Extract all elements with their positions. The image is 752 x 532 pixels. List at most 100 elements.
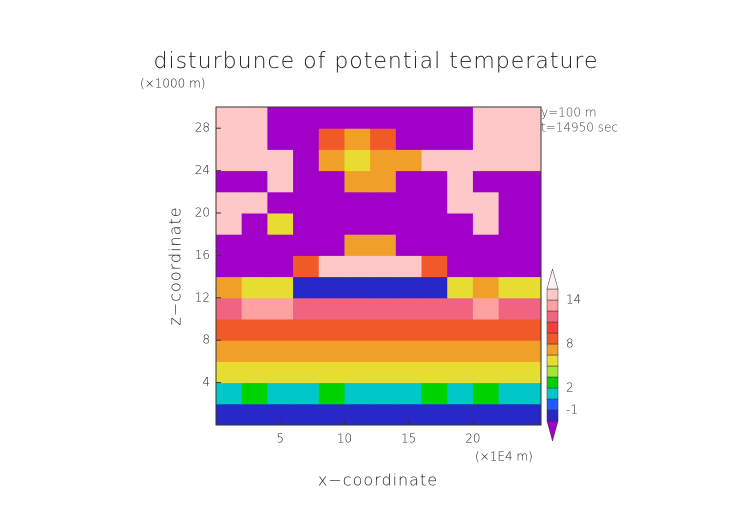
contour-cell — [267, 170, 294, 193]
y-tick-label: 16 — [195, 248, 210, 262]
contour-cell — [293, 213, 320, 235]
contour-cell — [370, 361, 397, 384]
contour-cell — [241, 107, 268, 129]
contour-cell — [498, 234, 542, 256]
contour-cell — [344, 382, 371, 405]
contour-cell — [216, 255, 243, 278]
contour-cell — [216, 382, 243, 405]
plot-frame — [215, 106, 542, 426]
contour-cell — [421, 107, 448, 129]
contour-cell — [216, 361, 243, 384]
contour-cell — [498, 382, 542, 405]
contour-cell — [498, 319, 542, 341]
colorbar-swatch — [546, 376, 559, 389]
contour-cell — [370, 340, 397, 362]
colorbar-swatch — [546, 420, 559, 442]
contour-cell — [421, 149, 448, 172]
contour-cell — [241, 170, 268, 193]
contour-cell — [370, 382, 397, 405]
contour-cell — [421, 297, 448, 320]
contour-cell — [421, 191, 448, 214]
colorbar-label: -1 — [566, 403, 578, 417]
contour-cell — [318, 255, 345, 278]
contour-cell — [498, 107, 542, 129]
contour-cell — [498, 340, 542, 362]
contour-cell — [318, 128, 345, 150]
contour-cell — [395, 319, 423, 341]
colorbar-swatch — [546, 268, 559, 290]
contour-cell — [216, 297, 243, 320]
contour-cell — [395, 382, 423, 405]
contour-cell — [395, 276, 423, 299]
contour-cell — [216, 234, 243, 256]
contour-cell — [267, 382, 294, 405]
y-tick-label: 8 — [202, 333, 210, 347]
contour-cell — [370, 191, 397, 214]
contour-cell — [318, 170, 345, 193]
colorbar-swatch — [546, 365, 559, 378]
contour-cell — [447, 255, 474, 278]
contour-cell — [267, 149, 294, 172]
contour-cell — [498, 297, 542, 320]
colorbar-swatch — [546, 409, 559, 422]
contour-cell — [447, 234, 474, 256]
contour-cell — [447, 276, 474, 299]
contour-cell — [472, 319, 500, 341]
contour-cell — [267, 340, 294, 362]
contour-cell — [498, 403, 542, 426]
contour-cell — [318, 234, 345, 256]
contour-cell — [293, 107, 320, 129]
contour-cell — [421, 340, 448, 362]
colorbar-swatch — [546, 321, 559, 334]
contour-cell — [293, 361, 320, 384]
contour-cell — [344, 234, 371, 256]
contour-cell — [447, 382, 474, 405]
contour-cell — [370, 297, 397, 320]
contour-cell — [421, 382, 448, 405]
note: y=100 m — [541, 106, 597, 120]
contour-cell — [267, 319, 294, 341]
contour-cell — [267, 213, 294, 235]
contour-cell — [472, 170, 500, 193]
colorbar-swatch — [546, 343, 559, 356]
contour-cell — [472, 297, 500, 320]
contour-cell — [293, 340, 320, 362]
y-axis-label: z−coordinate — [166, 206, 185, 325]
contour-cell — [370, 149, 397, 172]
contour-cell — [293, 234, 320, 256]
contour-cell — [216, 319, 243, 341]
contour-cell — [241, 382, 268, 405]
contour-cell — [241, 234, 268, 256]
contour-cell — [318, 276, 345, 299]
contour-cell — [293, 128, 320, 150]
contour-cell — [241, 128, 268, 150]
x-axis-label: x−coordinate — [318, 471, 438, 490]
colorbar-swatch — [546, 288, 559, 301]
contour-cell — [421, 361, 448, 384]
contour-cell — [318, 149, 345, 172]
contour-cell — [344, 128, 371, 150]
contour-cell — [318, 213, 345, 235]
contour-cell — [216, 170, 243, 193]
contour-cell — [241, 403, 268, 426]
contour-cell — [421, 403, 448, 426]
contour-cell — [293, 255, 320, 278]
contour-cell — [447, 128, 474, 150]
contour-cell — [293, 297, 320, 320]
contour-cell — [395, 340, 423, 362]
contour-cell — [318, 319, 345, 341]
contour-cell — [344, 213, 371, 235]
contour-cell — [395, 361, 423, 384]
contour-cell — [241, 213, 268, 235]
contour-cell — [395, 255, 423, 278]
contour-cell — [498, 149, 542, 172]
colorbar-swatch — [546, 354, 559, 367]
contour-cell — [395, 297, 423, 320]
y-tick-label: 12 — [195, 290, 210, 304]
contour-cell — [344, 149, 371, 172]
contour-cell — [447, 319, 474, 341]
contour-cell — [241, 319, 268, 341]
contour-cell — [344, 361, 371, 384]
contour-cell — [344, 319, 371, 341]
contour-cell — [267, 128, 294, 150]
